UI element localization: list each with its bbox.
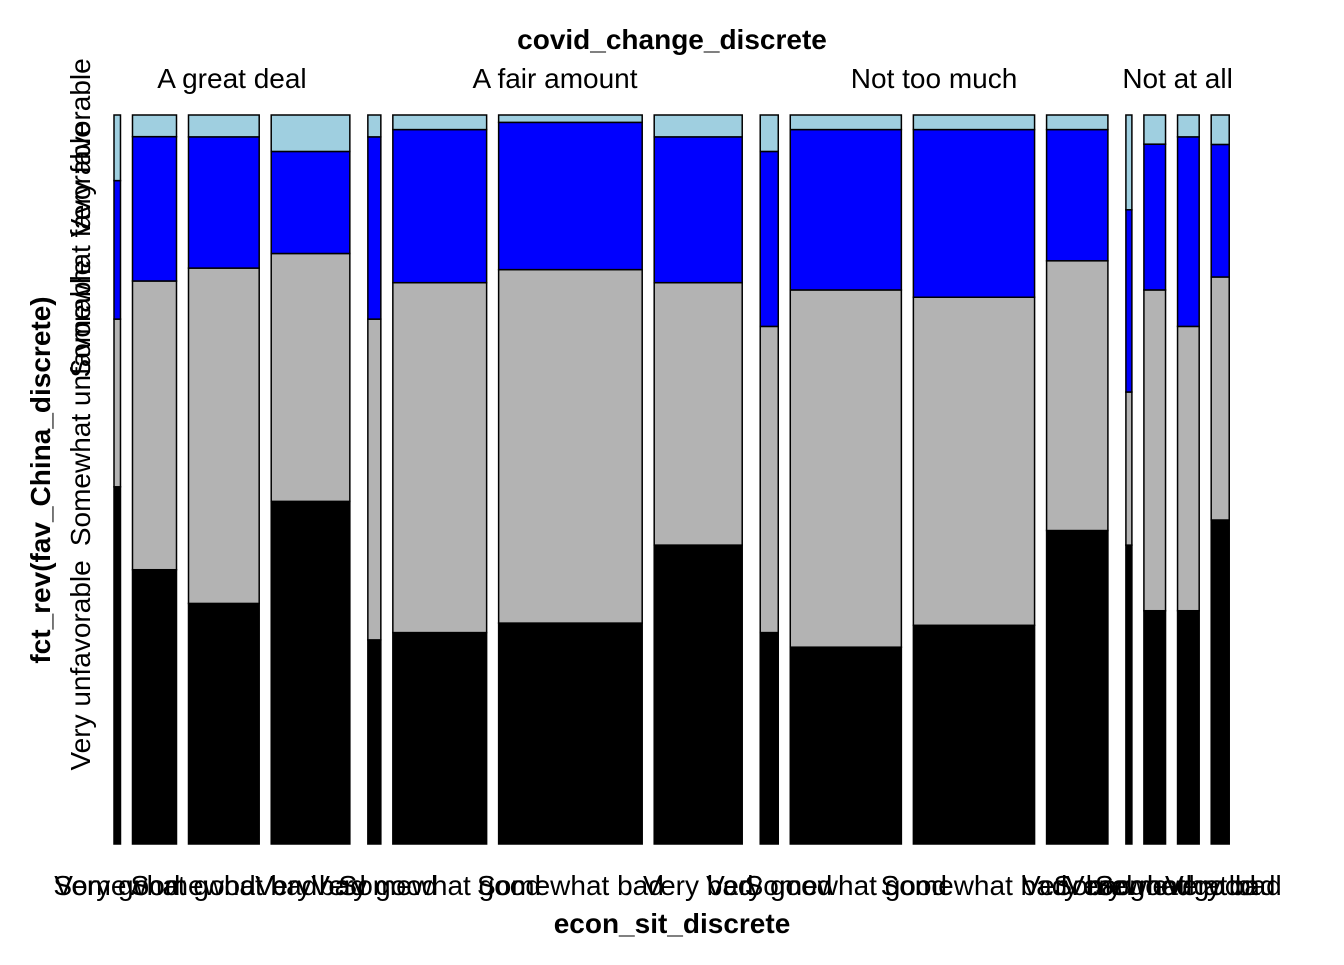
mosaic-tile-4-2-3 xyxy=(1143,143,1167,291)
mosaic-tile-1-3-3 xyxy=(187,136,260,269)
mosaic-tile-1-1-2 xyxy=(113,318,122,488)
x-tick-label-1-3: Somewhat bad xyxy=(130,870,317,901)
x-tick-label-2-3: Somewhat bad xyxy=(477,870,664,901)
mosaic-tile-4-4-3 xyxy=(1210,143,1230,278)
mosaic-tile-3-3-3 xyxy=(912,128,1036,298)
x-tick-label-1-1: Very good xyxy=(54,870,180,901)
mosaic-tile-3-1-2 xyxy=(759,325,780,634)
mosaic-tile-3-4-2 xyxy=(1045,260,1109,532)
mosaic-tile-1-4-1 xyxy=(270,500,351,845)
mosaic-tile-1-4-4 xyxy=(270,114,351,153)
mosaic-tile-3-2-4 xyxy=(789,114,903,131)
x-tick-label-3-4: Very bad xyxy=(1022,870,1133,901)
mosaic-tile-2-3-4 xyxy=(497,114,643,124)
mosaic-tile-1-1-1 xyxy=(113,486,122,845)
mosaic-tile-4-3-1 xyxy=(1176,609,1200,845)
mosaic-tile-2-3-3 xyxy=(497,121,643,271)
x-tick-label-4-1: Very good xyxy=(1066,870,1192,901)
x-tick-label-4-2: Somewhat good xyxy=(1054,870,1256,901)
mosaic-tile-1-2-4 xyxy=(131,114,178,138)
mosaic-tile-1-4-2 xyxy=(270,252,351,503)
mosaic-tile-1-4-3 xyxy=(270,150,351,255)
mosaic-tile-1-1-3 xyxy=(113,179,122,320)
mosaic-tile-2-4-1 xyxy=(653,544,743,845)
x-tick-label-3-1: Very good xyxy=(706,870,832,901)
panel-label-2: A fair amount xyxy=(473,63,638,94)
x-tick-label-2-2: Somewhat good xyxy=(339,870,541,901)
y-category-label-4: Very favorable xyxy=(65,58,96,237)
mosaic-tile-2-1-3 xyxy=(367,136,382,320)
panel-label-1: A great deal xyxy=(157,63,306,94)
mosaic-tile-2-2-4 xyxy=(392,114,488,131)
panel-label-4: Not at all xyxy=(1122,63,1233,94)
mosaic-tile-4-1-3 xyxy=(1125,209,1133,393)
mosaic-tile-2-1-1 xyxy=(367,639,382,845)
mosaic-tile-2-2-1 xyxy=(392,631,488,845)
mosaic-tile-3-1-1 xyxy=(759,631,780,845)
chart-top-title: covid_change_discrete xyxy=(517,24,827,55)
mosaic-tile-2-4-2 xyxy=(653,281,743,546)
x-tick-label-1-2: Somewhat good xyxy=(53,870,255,901)
mosaic-tile-4-4-1 xyxy=(1210,519,1230,845)
mosaic-tile-3-1-4 xyxy=(759,114,780,153)
mosaic-tile-1-3-2 xyxy=(187,267,260,605)
x-tick-label-3-3: Somewhat bad xyxy=(881,870,1068,901)
mosaic-tile-2-1-4 xyxy=(367,114,382,138)
x-tick-label-3-2: Somewhat good xyxy=(745,870,947,901)
mosaic-tile-1-1-4 xyxy=(113,114,122,182)
panel-label-3: Not too much xyxy=(851,63,1018,94)
mosaic-tile-1-2-2 xyxy=(131,280,178,571)
mosaic-tile-3-4-1 xyxy=(1045,529,1109,845)
mosaic-tile-2-4-4 xyxy=(653,114,743,138)
mosaic-tile-1-3-1 xyxy=(187,602,260,845)
mosaic-tile-4-1-1 xyxy=(1125,544,1133,845)
mosaic-tile-3-4-3 xyxy=(1045,128,1109,262)
mosaic-tile-4-3-2 xyxy=(1176,325,1200,612)
mosaic-tile-4-2-1 xyxy=(1143,609,1167,845)
x-tick-label-2-1: Very good xyxy=(311,870,437,901)
mosaic-tile-4-3-4 xyxy=(1176,114,1200,138)
x-axis-title: econ_sit_discrete xyxy=(554,908,791,939)
mosaic-tile-3-2-2 xyxy=(789,289,903,648)
y-category-label-1: Very unfavorable xyxy=(65,560,96,770)
x-tick-label-1-4: Very bad xyxy=(255,870,366,901)
mosaic-tile-3-3-1 xyxy=(912,624,1036,845)
x-tick-label-2-4: Very bad xyxy=(643,870,754,901)
y-axis-title: fct_rev(fav_China_discrete) xyxy=(25,296,56,663)
y-category-label-2: Somewhat unfavorable xyxy=(65,260,96,546)
mosaic-tile-4-4-2 xyxy=(1210,276,1230,521)
mosaic-tile-1-3-4 xyxy=(187,114,260,138)
mosaic-tile-3-3-2 xyxy=(912,296,1036,627)
mosaic-tile-2-1-2 xyxy=(367,318,382,641)
mosaic-tile-3-2-3 xyxy=(789,128,903,291)
mosaic-tile-4-1-4 xyxy=(1125,114,1133,211)
mosaic-tile-1-2-3 xyxy=(131,135,178,282)
mosaic-tile-3-4-4 xyxy=(1045,114,1109,131)
mosaic-tile-2-2-3 xyxy=(392,128,488,284)
mosaic-tile-2-3-2 xyxy=(497,268,643,624)
mosaic-tile-3-3-4 xyxy=(912,114,1036,131)
mosaic-tile-3-1-3 xyxy=(759,150,780,328)
mosaic-tile-1-2-1 xyxy=(131,568,178,845)
y-category-label-3: Somewhat favorable xyxy=(65,122,96,377)
mosaic-tile-4-2-4 xyxy=(1143,114,1167,145)
mosaic-tile-4-2-2 xyxy=(1143,289,1167,612)
mosaic-tile-3-2-1 xyxy=(789,646,903,845)
mosaic-tile-2-3-1 xyxy=(497,622,643,845)
mosaic-tile-2-4-3 xyxy=(653,136,743,284)
mosaic-tile-4-3-3 xyxy=(1176,136,1200,328)
x-tick-label-4-4: Very bad xyxy=(1165,870,1276,901)
mosaic-tile-4-1-2 xyxy=(1125,391,1133,546)
mosaic-tile-2-2-2 xyxy=(392,281,488,634)
x-tick-label-4-3: Somewhat bad xyxy=(1095,870,1282,901)
mosaic-tile-4-4-4 xyxy=(1210,114,1230,146)
